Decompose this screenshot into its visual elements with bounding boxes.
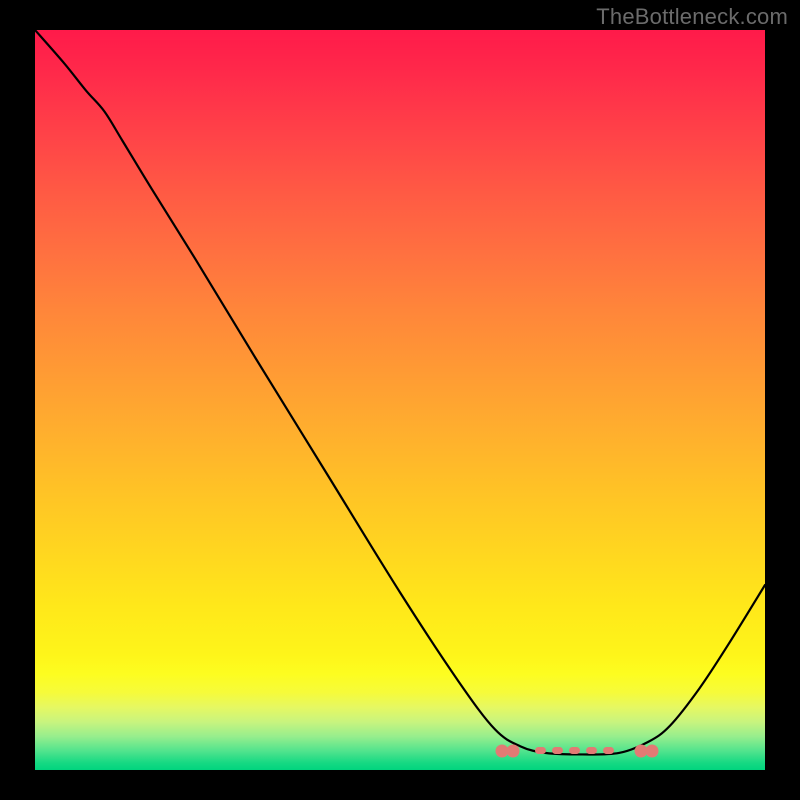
- valley-dash: [603, 747, 614, 754]
- chart-canvas: TheBottleneck.com: [0, 0, 800, 800]
- valley-dash: [586, 747, 597, 754]
- watermark-text: TheBottleneck.com: [596, 4, 788, 30]
- valley-marker: [645, 744, 658, 757]
- valley-dash: [569, 747, 580, 754]
- valley-marker: [507, 744, 520, 757]
- valley-dash: [552, 747, 563, 754]
- valley-dash: [535, 747, 546, 754]
- plot-area: [35, 30, 765, 770]
- marker-overlay: [35, 30, 765, 770]
